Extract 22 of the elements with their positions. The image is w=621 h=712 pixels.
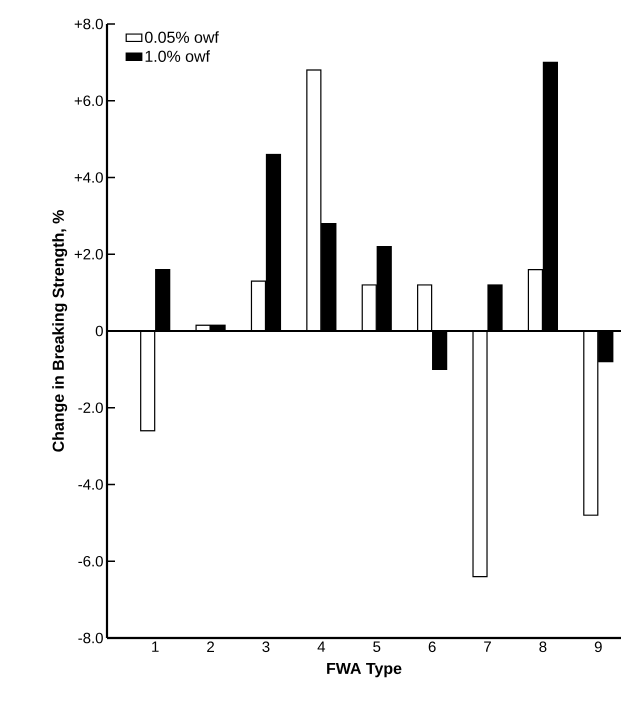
y-tick-label: +6.0: [74, 95, 103, 106]
y-tick-label: +8.0: [74, 18, 103, 30]
y-tick-label: -4.0: [78, 479, 103, 490]
legend-label: 1.0% owf: [146, 50, 210, 62]
x-tick-label: 9: [594, 642, 602, 652]
legend-label: 0.05% owf: [145, 31, 219, 43]
y-tick-label: -8.0: [78, 632, 103, 644]
x-tick-label: 4: [318, 642, 326, 652]
y-tick-label: -6.0: [78, 556, 103, 567]
x-tick-label: 7: [484, 642, 491, 652]
x-tick-label: 1: [152, 642, 159, 652]
x-tick-label: 3: [262, 642, 270, 652]
y-tick-label: +4.0: [74, 172, 103, 183]
x-axis-title: FWA Type: [327, 662, 402, 678]
x-tick-label: 6: [428, 642, 436, 652]
x-tick-label: 8: [539, 642, 546, 652]
x-tick-label: 2: [207, 642, 214, 652]
y-axis-title: Change in Breaking Strength, %: [52, 210, 68, 452]
y-tick-label: -2.0: [78, 402, 103, 414]
y-tick-label: 0: [96, 326, 103, 336]
y-tick-label: +2.0: [74, 248, 103, 260]
x-tick-label: 5: [373, 642, 380, 652]
